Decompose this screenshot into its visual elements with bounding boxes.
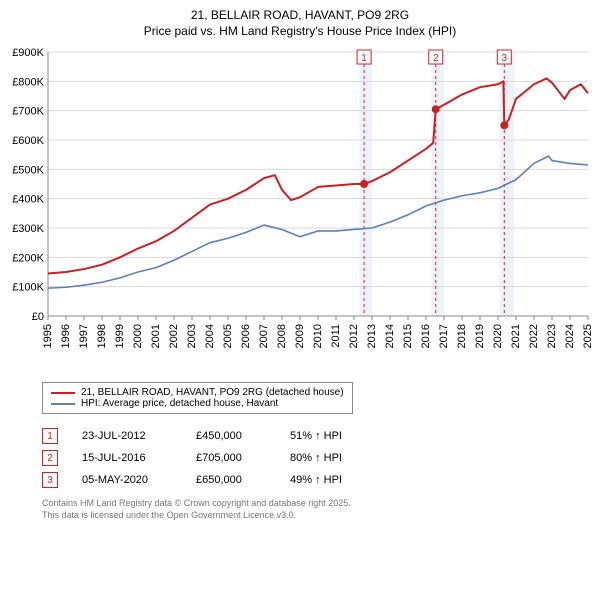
- legend-swatch: [51, 403, 75, 405]
- footer-attribution: Contains HM Land Registry data © Crown c…: [42, 498, 592, 521]
- svg-text:1998: 1998: [96, 324, 108, 348]
- svg-text:£100K: £100K: [12, 282, 44, 294]
- svg-text:3: 3: [502, 53, 508, 64]
- svg-text:2019: 2019: [474, 324, 486, 348]
- svg-text:£300K: £300K: [12, 223, 44, 235]
- svg-text:2007: 2007: [258, 324, 270, 348]
- svg-text:£900K: £900K: [12, 47, 44, 59]
- svg-text:£0: £0: [32, 311, 44, 323]
- chart-title-2: Price paid vs. HM Land Registry's House …: [8, 24, 592, 38]
- svg-text:£700K: £700K: [12, 106, 44, 118]
- svg-text:2016: 2016: [420, 324, 432, 348]
- svg-text:2024: 2024: [564, 324, 576, 348]
- event-price: £450,000: [196, 430, 266, 442]
- svg-text:£800K: £800K: [12, 76, 44, 88]
- svg-text:2003: 2003: [186, 324, 198, 348]
- svg-text:1997: 1997: [78, 324, 90, 348]
- svg-text:2013: 2013: [366, 324, 378, 348]
- footer-line-1: Contains HM Land Registry data © Crown c…: [42, 498, 592, 510]
- svg-text:2014: 2014: [384, 324, 396, 348]
- svg-text:1: 1: [361, 53, 367, 64]
- svg-text:2011: 2011: [330, 324, 342, 348]
- svg-text:2018: 2018: [456, 324, 468, 348]
- svg-text:1999: 1999: [114, 324, 126, 348]
- event-marker: 2: [42, 450, 58, 466]
- svg-text:2010: 2010: [312, 324, 324, 348]
- event-delta: 49% ↑ HPI: [290, 474, 342, 486]
- svg-text:£400K: £400K: [12, 194, 44, 206]
- svg-text:2000: 2000: [132, 324, 144, 348]
- legend-swatch: [51, 392, 75, 394]
- legend-item: HPI: Average price, detached house, Hava…: [51, 398, 344, 409]
- chart-title-1: 21, BELLAIR ROAD, HAVANT, PO9 2RG: [8, 8, 592, 22]
- event-marker: 1: [42, 428, 58, 444]
- legend-item: 21, BELLAIR ROAD, HAVANT, PO9 2RG (detac…: [51, 387, 344, 398]
- svg-text:2023: 2023: [546, 324, 558, 348]
- event-row: 3 05-MAY-2020 £650,000 49% ↑ HPI: [42, 472, 592, 488]
- svg-text:2021: 2021: [510, 324, 522, 348]
- svg-text:2012: 2012: [348, 324, 360, 348]
- svg-text:2002: 2002: [168, 324, 180, 348]
- event-date: 23-JUL-2012: [82, 430, 172, 442]
- legend-label: HPI: Average price, detached house, Hava…: [81, 398, 278, 409]
- event-price: £650,000: [196, 474, 266, 486]
- event-delta: 80% ↑ HPI: [290, 452, 342, 464]
- svg-text:£600K: £600K: [12, 135, 44, 147]
- svg-text:1996: 1996: [60, 324, 72, 348]
- svg-text:2008: 2008: [276, 324, 288, 348]
- event-row: 2 15-JUL-2016 £705,000 80% ↑ HPI: [42, 450, 592, 466]
- svg-text:2017: 2017: [438, 324, 450, 348]
- svg-text:2015: 2015: [402, 324, 414, 348]
- legend-label: 21, BELLAIR ROAD, HAVANT, PO9 2RG (detac…: [81, 387, 344, 398]
- chart-area: £0 £100K £200K £300K £400K £500K £600K £700K £80…: [8, 46, 592, 376]
- svg-text:2004: 2004: [204, 324, 216, 348]
- svg-text:2006: 2006: [240, 324, 252, 348]
- event-marker: 3: [42, 472, 58, 488]
- event-table: 1 23-JUL-2012 £450,000 51% ↑ HPI 2 15-JUL-201…: [42, 428, 592, 488]
- svg-text:1995: 1995: [42, 324, 54, 348]
- event-row: 1 23-JUL-2012 £450,000 51% ↑ HPI: [42, 428, 592, 444]
- event-date: 15-JUL-2016: [82, 452, 172, 464]
- svg-text:2001: 2001: [150, 324, 162, 348]
- svg-text:2022: 2022: [528, 324, 540, 348]
- svg-text:£200K: £200K: [12, 252, 44, 264]
- svg-text:2005: 2005: [222, 324, 234, 348]
- svg-text:2009: 2009: [294, 324, 306, 348]
- svg-text:£500K: £500K: [12, 164, 44, 176]
- line-chart: £0 £100K £200K £300K £400K £500K £600K £700K £80…: [8, 46, 592, 376]
- footer-line-2: This data is licensed under the Open Gov…: [42, 510, 592, 522]
- event-price: £705,000: [196, 452, 266, 464]
- event-date: 05-MAY-2020: [82, 474, 172, 486]
- svg-text:2: 2: [433, 53, 439, 64]
- svg-text:2025: 2025: [582, 324, 592, 348]
- event-delta: 51% ↑ HPI: [290, 430, 342, 442]
- legend: 21, BELLAIR ROAD, HAVANT, PO9 2RG (detac…: [42, 382, 353, 414]
- svg-text:2020: 2020: [492, 324, 504, 348]
